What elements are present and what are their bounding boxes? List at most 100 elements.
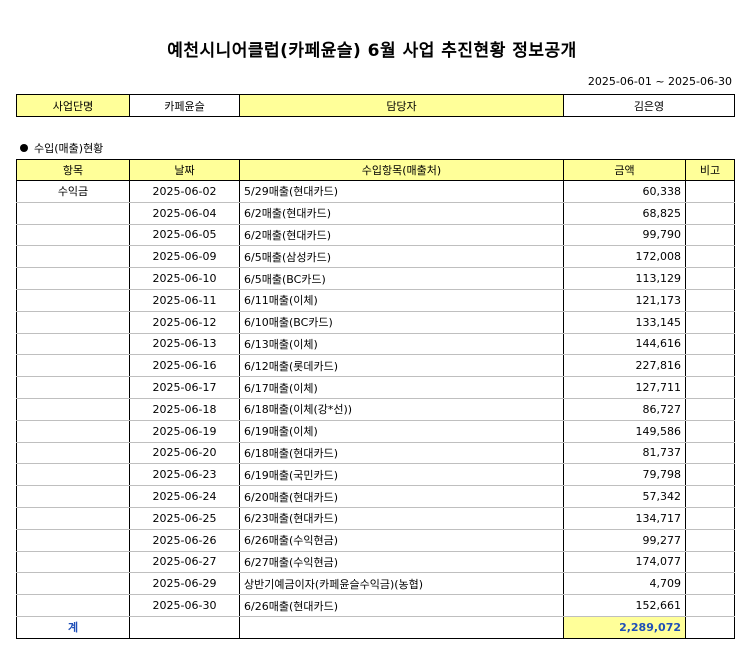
row-date: 2025-06-20 — [129, 442, 240, 465]
total-amount: 2,289,072 — [563, 615, 686, 639]
table-row: 2025-06-17 6/17매출(이체) 127,711 — [16, 376, 735, 399]
table-row: 2025-06-27 6/27매출(수익현금) 174,077 — [16, 551, 735, 574]
total-note — [685, 615, 735, 639]
table-row: 2025-06-23 6/19매출(국민카드) 79,798 — [16, 463, 735, 487]
row-date: 2025-06-11 — [129, 289, 240, 312]
row-note — [685, 311, 735, 334]
row-item — [16, 485, 130, 508]
row-date: 2025-06-16 — [129, 354, 240, 378]
section-title: 수입(매출)현황 — [34, 142, 104, 155]
row-amount: 81,737 — [563, 442, 686, 465]
row-item — [16, 267, 130, 290]
row-note — [685, 507, 735, 530]
row-description: 상반기예금이자(카페윤슬수익금)(농협) — [239, 572, 564, 596]
row-amount: 133,145 — [563, 311, 686, 334]
row-date: 2025-06-09 — [129, 245, 240, 269]
business-name-label: 사업단명 — [16, 94, 130, 117]
row-amount: 144,616 — [563, 333, 686, 356]
total-description — [239, 615, 564, 639]
row-amount: 152,661 — [563, 594, 686, 617]
row-date: 2025-06-05 — [129, 224, 240, 247]
row-description: 6/2매출(현대카드) — [239, 224, 564, 247]
row-amount: 99,790 — [563, 224, 686, 247]
row-item — [16, 202, 130, 225]
row-description: 6/12매출(롯데카드) — [239, 354, 564, 378]
row-description: 6/17매출(이체) — [239, 376, 564, 399]
table-row: 2025-06-12 6/10매출(BC카드) 133,145 — [16, 311, 735, 334]
row-item — [16, 507, 130, 530]
row-item — [16, 376, 130, 399]
page-title: 예천시니어클럽(카페윤슬) 6월 사업 추진현황 정보공개 — [167, 41, 577, 61]
bullet-icon — [20, 144, 28, 152]
row-note — [685, 529, 735, 552]
table-row: 2025-06-26 6/26매출(수익현금) 99,277 — [16, 529, 735, 552]
manager-label: 담당자 — [239, 94, 564, 117]
header-amount: 금액 — [563, 159, 686, 181]
business-info-table: 사업단명 카페윤슬 담당자 김은영 — [16, 94, 735, 117]
row-item — [16, 463, 130, 487]
row-description: 6/5매출(삼성카드) — [239, 245, 564, 269]
row-amount: 172,008 — [563, 245, 686, 269]
row-description: 6/26매출(현대카드) — [239, 594, 564, 617]
table-row: 2025-06-29 상반기예금이자(카페윤슬수익금)(농협) 4,709 — [16, 572, 735, 596]
row-item — [16, 420, 130, 443]
row-note — [685, 572, 735, 596]
row-description: 6/5매출(BC카드) — [239, 267, 564, 290]
row-date: 2025-06-25 — [129, 507, 240, 530]
row-description: 6/13매출(이체) — [239, 333, 564, 356]
row-amount: 134,717 — [563, 507, 686, 530]
row-amount: 174,077 — [563, 551, 686, 574]
total-row: 계 2,289,072 — [16, 615, 735, 639]
header-date: 날짜 — [129, 159, 240, 181]
row-item — [16, 594, 130, 617]
row-date: 2025-06-30 — [129, 594, 240, 617]
table-row: 2025-06-04 6/2매출(현대카드) 68,825 — [16, 202, 735, 225]
row-amount: 227,816 — [563, 354, 686, 378]
row-note — [685, 442, 735, 465]
row-amount: 99,277 — [563, 529, 686, 552]
row-date: 2025-06-02 — [129, 180, 240, 203]
row-note — [685, 376, 735, 399]
table-row: 2025-06-11 6/11매출(이체) 121,173 — [16, 289, 735, 312]
row-amount: 113,129 — [563, 267, 686, 290]
table-row: 2025-06-30 6/26매출(현대카드) 152,661 — [16, 594, 735, 617]
row-item — [16, 245, 130, 269]
row-description: 6/23매출(현대카드) — [239, 507, 564, 530]
table-row: 2025-06-18 6/18매출(이체(강*선)) 86,727 — [16, 398, 735, 421]
row-note — [685, 224, 735, 247]
row-description: 6/11매출(이체) — [239, 289, 564, 312]
row-date: 2025-06-13 — [129, 333, 240, 356]
row-date: 2025-06-10 — [129, 267, 240, 290]
total-date — [129, 615, 240, 639]
table-header-row: 항목 날짜 수입항목(매출처) 금액 비고 — [16, 159, 735, 181]
row-description: 6/19매출(국민카드) — [239, 463, 564, 487]
business-name-value: 카페윤슬 — [129, 94, 240, 117]
row-note — [685, 333, 735, 356]
row-description: 5/29매출(현대카드) — [239, 180, 564, 203]
row-description: 6/18매출(이체(강*선)) — [239, 398, 564, 421]
row-item — [16, 529, 130, 552]
row-date: 2025-06-26 — [129, 529, 240, 552]
row-amount: 68,825 — [563, 202, 686, 225]
row-amount: 4,709 — [563, 572, 686, 596]
row-note — [685, 202, 735, 225]
table-row: 2025-06-09 6/5매출(삼성카드) 172,008 — [16, 245, 735, 269]
table-row: 2025-06-24 6/20매출(현대카드) 57,342 — [16, 485, 735, 508]
row-date: 2025-06-29 — [129, 572, 240, 596]
row-note — [685, 398, 735, 421]
row-item — [16, 572, 130, 596]
row-description: 6/20매출(현대카드) — [239, 485, 564, 508]
row-item — [16, 333, 130, 356]
row-date: 2025-06-27 — [129, 551, 240, 574]
table-row: 수익금 2025-06-02 5/29매출(현대카드) 60,338 — [16, 180, 735, 203]
row-date: 2025-06-17 — [129, 376, 240, 399]
table-row: 2025-06-25 6/23매출(현대카드) 134,717 — [16, 507, 735, 530]
row-note — [685, 289, 735, 312]
row-item — [16, 398, 130, 421]
row-item — [16, 311, 130, 334]
row-item: 수익금 — [16, 180, 130, 203]
row-date: 2025-06-19 — [129, 420, 240, 443]
row-amount: 127,711 — [563, 376, 686, 399]
header-item: 항목 — [16, 159, 130, 181]
row-description: 6/2매출(현대카드) — [239, 202, 564, 225]
